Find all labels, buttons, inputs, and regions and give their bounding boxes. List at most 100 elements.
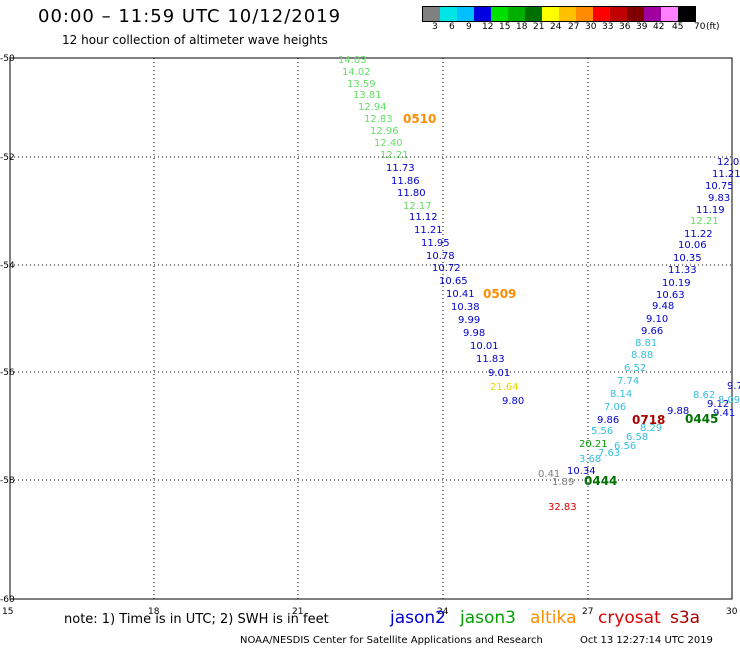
wave-height-label: 14.02 [342,67,371,78]
wave-height-label: 11.33 [668,265,697,276]
legend-swatch [474,7,491,21]
legend-swatch [542,7,559,21]
wave-height-label: 8.62 [693,390,715,401]
wave-height-label: 8.09 [718,395,740,406]
wave-height-label: 9.88 [667,406,689,417]
wave-height-label: 10.01 [470,341,499,352]
legend-swatch [457,7,474,21]
y-tick-label: -52 [0,153,15,163]
wave-height-label: 11.80 [397,188,426,199]
wave-height-label: 12.21 [690,216,719,227]
legend-label: 15 [499,22,511,32]
color-scale-legend [422,6,696,22]
wave-height-label: 11.12 [409,212,438,223]
wave-height-label: 5.56 [591,426,613,437]
legend-swatch [627,7,644,21]
wave-height-label: 8.81 [635,338,657,349]
wave-height-label: 9.72 [727,381,740,392]
y-tick-label: -54 [0,261,15,271]
wave-height-label: 12.17 [403,201,432,212]
legend-label: 39 [636,22,648,32]
legend-label: 36 [619,22,631,32]
wave-height-label: 0.41 [538,469,560,480]
wave-height-label: 11.22 [684,229,713,240]
wave-height-label: 14.03 [338,55,367,66]
wave-height-label: 7.74 [617,376,639,387]
legend-swatch [593,7,610,21]
wave-height-label: 10.72 [432,263,461,274]
legend-label: 70 [694,22,706,32]
legend-swatch [661,7,678,21]
wave-height-label: 12.21 [380,150,409,161]
legend-swatch [440,7,457,21]
x-tick-label: 15 [2,607,13,617]
wave-height-label: 9.48 [652,301,674,312]
x-tick-label: 21 [292,607,303,617]
wave-height-label: 9.01 [488,368,510,379]
wave-height-label: 8.29 [640,423,662,434]
wave-height-label: 9.83 [708,193,730,204]
legend-label: 27 [568,22,580,32]
wave-height-label: 11.73 [386,163,415,174]
chart-subtitle: 12 hour collection of altimeter wave hei… [62,33,328,47]
generation-timestamp: Oct 13 12:27:14 UTC 2019 [580,635,713,646]
wave-height-label: 7.63 [598,448,620,459]
y-tick-label: -60 [0,595,15,605]
wave-height-label: 10.65 [439,276,468,287]
wave-height-label: 12.96 [370,126,399,137]
legend-swatch [525,7,542,21]
wave-height-label: 10.38 [451,302,480,313]
legend-swatch [610,7,627,21]
pass-time-label: 0444 [584,474,617,488]
wave-height-label: 11.19 [696,205,725,216]
satellite-legend-jason2: jason2 [390,608,446,628]
legend-swatch [491,7,508,21]
color-scale-labels: 3 6 9 12 15 18 21 24 27 30 33 36 39 42 45 70 (ft) [422,22,740,34]
wave-height-label: 9.86 [597,415,619,426]
wave-height-label: 11.21 [712,169,740,180]
legend-label: 30 [585,22,597,32]
legend-label: 3 [432,22,438,32]
pass-time-label: 0718 [632,413,665,427]
x-tick-label: 27 [582,607,593,617]
pass-time-label: 0510 [403,112,436,126]
wave-height-label: 10.19 [662,278,691,289]
chart-title: 00:00 – 11:59 UTC 10/12/2019 [38,6,342,27]
legend-label: (ft) [706,22,720,32]
legend-label: 42 [653,22,665,32]
wave-height-label: 7.06 [604,402,626,413]
wave-height-label: 10.75 [705,181,734,192]
wave-height-label: 12.94 [358,102,387,113]
wave-height-label: 9.80 [502,396,524,407]
wave-height-label: 13.59 [347,79,376,90]
wave-height-label: 10.34 [567,466,596,477]
x-tick-label: 30 [726,607,738,617]
y-tick-label: -58 [0,476,15,486]
legend-label: 24 [550,22,562,32]
wave-height-label: 11.95 [421,238,450,249]
wave-height-label: 12.40 [374,138,403,149]
wave-height-label: 10.35 [673,253,702,264]
satellite-legend-altika: altika [530,608,577,628]
wave-height-label: 20.21 [579,439,608,450]
satellite-legend-cryosat: cryosat [598,608,661,628]
legend-swatch [508,7,525,21]
footer-note: note: 1) Time is in UTC; 2) SWH is in fe… [64,612,329,627]
wave-height-label: 6.52 [624,363,646,374]
wave-height-label: 3.68 [579,454,601,465]
legend-label: 18 [516,22,528,32]
legend-swatch [423,7,440,21]
legend-swatch [644,7,661,21]
satellite-legend-s3a: s3a [670,608,701,628]
wave-height-label: 11.86 [391,176,420,187]
wave-height-label: 6.58 [626,432,648,443]
wave-height-label: 32.83 [548,502,577,513]
legend-label: 12 [482,22,494,32]
y-tick-label: -50 [0,54,15,64]
legend-label: 9 [466,22,472,32]
legend-swatch [678,7,695,21]
satellite-legend-jason3: jason3 [460,608,516,628]
y-tick-label: -56 [0,368,15,378]
credit-line: NOAA/NESDIS Center for Satellite Applica… [240,635,543,646]
